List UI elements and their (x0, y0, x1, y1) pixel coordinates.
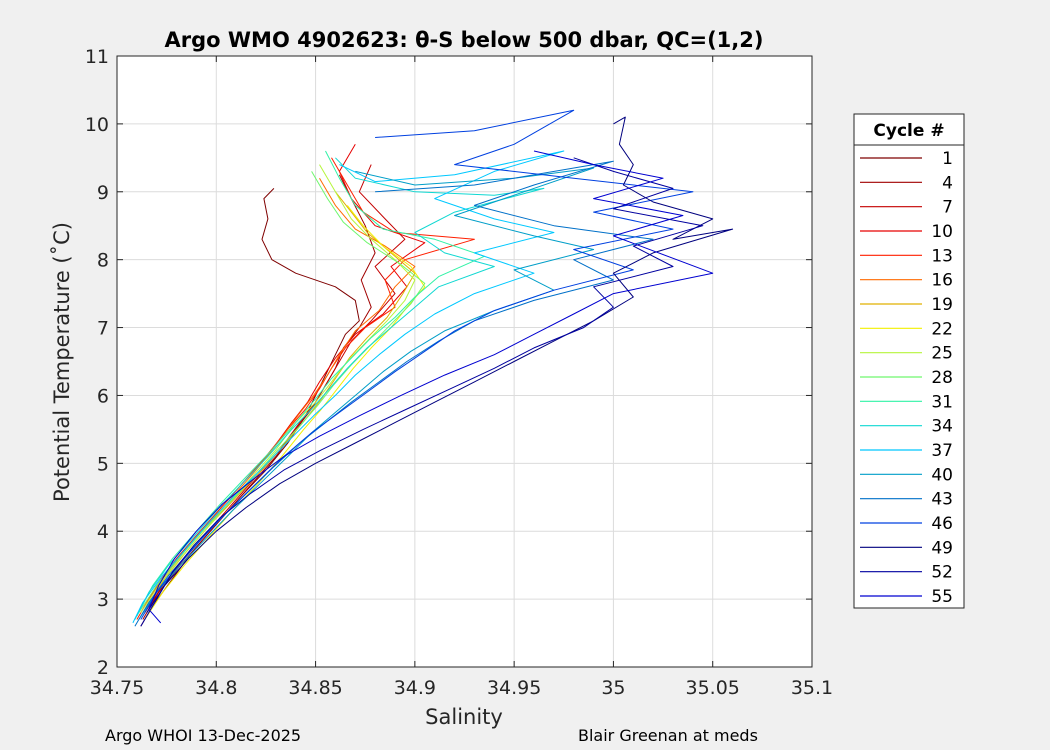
series-line-cycle-28 (138, 171, 426, 613)
legend-entry-label: 10 (931, 222, 953, 242)
plot-frame (116, 55, 813, 668)
chart-title: Argo WMO 4902623: θ-S below 500 dbar, QC… (165, 28, 764, 52)
legend-entry-label: 31 (931, 392, 953, 412)
legend-entry-label: 40 (931, 465, 953, 485)
legend-entry-label: 37 (931, 441, 953, 461)
legend-entry-label: 16 (931, 271, 953, 291)
y-tick-label: 6 (97, 385, 109, 407)
y-tick-label: 7 (97, 318, 109, 340)
x-tick-label: 35.1 (791, 677, 833, 699)
legend-entry-label: 49 (931, 538, 953, 558)
x-tick-label: 34.9 (394, 677, 436, 699)
series-line-cycle-37 (132, 150, 565, 624)
legend-entry-label: 55 (931, 587, 953, 607)
axis-ticks: 34.75 34.8 34.85 34.9 34.95 35 35.05 35.1 2 3 4 5 6 7… (85, 46, 833, 699)
legend-entry-label: 7 (942, 198, 953, 218)
legend: Cycle # 1 4 7 10 13 16 19 22 25 28 31 34 37 40 43 46 49 5… (853, 113, 965, 609)
series-line-cycle-55 (148, 150, 714, 624)
legend-box (853, 113, 965, 609)
x-tick-label: 34.8 (195, 677, 237, 699)
x-tick-label: 34.75 (90, 677, 144, 699)
series-line-cycle-49 (146, 116, 734, 613)
legend-entry-label: 34 (931, 417, 953, 437)
y-tick-label: 2 (97, 657, 109, 679)
plot-area (117, 56, 812, 667)
legend-entry-label: 22 (931, 319, 953, 339)
x-tick-label: 34.95 (487, 677, 541, 699)
legend-entry-label: 19 (931, 295, 953, 315)
series-line-cycle-40 (138, 167, 595, 620)
legend-entry-label: 46 (931, 514, 953, 534)
series-line-cycle-22 (144, 205, 426, 620)
legend-entry-label: 52 (931, 563, 953, 583)
series-line-cycle-34 (134, 157, 545, 620)
y-tick-label: 3 (97, 589, 109, 611)
series-line-cycle-52 (140, 157, 704, 627)
legend-entry-label: 1 (942, 149, 953, 169)
y-axis-label: Potential Temperature (˚C) (50, 222, 74, 502)
legend-entries: 1 4 7 10 13 16 19 22 25 28 31 34 37 40 43 46 49 52 55 (860, 149, 953, 607)
y-tick-label: 8 (97, 250, 109, 272)
legend-title: Cycle # (873, 121, 944, 141)
legend-entry-label: 4 (942, 173, 953, 193)
legend-entry-label: 13 (931, 246, 953, 266)
footer-right: Blair Greenan at meds (578, 726, 758, 745)
series-line-cycle-46 (140, 109, 694, 620)
y-tick-label: 9 (97, 182, 109, 204)
y-tick-label: 5 (97, 453, 109, 475)
legend-entry-label: 43 (931, 490, 953, 510)
legend-entry-label: 28 (931, 368, 953, 388)
x-tick-label: 35 (601, 677, 625, 699)
y-tick-label: 11 (85, 46, 109, 68)
series-layer (132, 109, 734, 627)
series-line-cycle-25 (140, 164, 416, 613)
x-tick-label: 35.05 (686, 677, 740, 699)
y-tick-label: 10 (85, 114, 109, 136)
y-tick-label: 4 (97, 521, 109, 543)
legend-entry-label: 25 (931, 344, 953, 364)
footer-left: Argo WHOI 13-Dec-2025 (105, 726, 302, 745)
x-axis-label: Salinity (425, 705, 503, 729)
x-tick-label: 34.85 (288, 677, 342, 699)
